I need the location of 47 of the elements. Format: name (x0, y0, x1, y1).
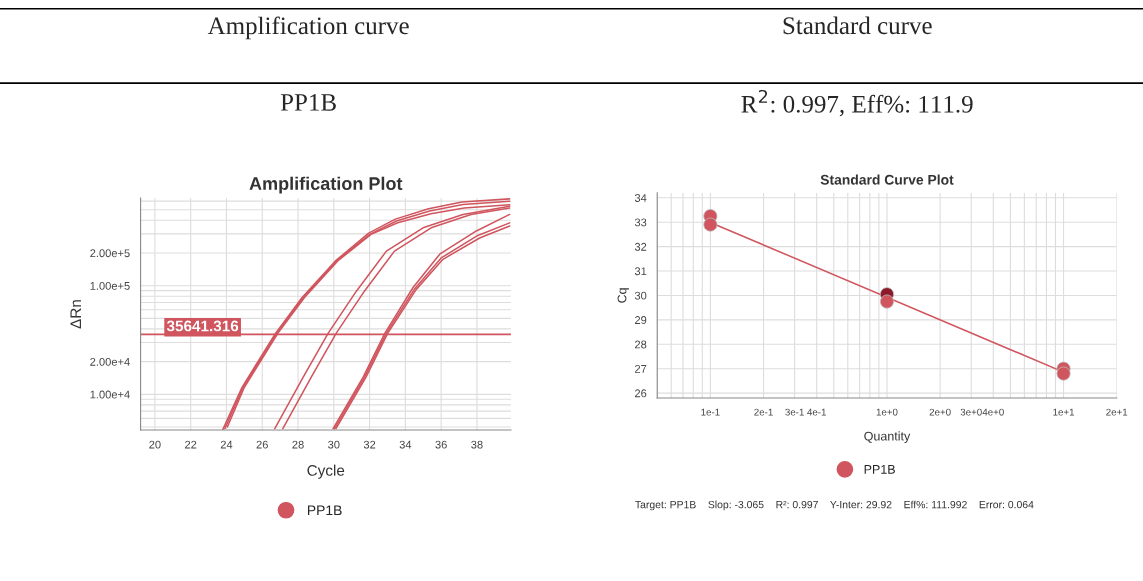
x-tick-label: 20 (149, 440, 161, 449)
y-tick-label: 32 (634, 242, 647, 251)
chart-title: Standard Curve Plot (820, 174, 954, 185)
y-tick-label: 2.00e+4 (90, 357, 130, 366)
x-tick-label: 1e+0 (876, 408, 898, 416)
text: R$^{2}$: 0.997, Eff%: 111.9 (741, 89, 973, 117)
x-tick-label: 26 (256, 440, 268, 449)
x-tick-label: 32 (363, 440, 376, 449)
x-tick-label: 30 (328, 440, 340, 449)
x-tick-label: 2e-1 (754, 408, 773, 416)
y-tick-label: 2.00e+5 (90, 249, 130, 258)
text: Target: PP1B Slop: -3.065 R²: 0.997 Y-Inter: 29.92 Eff%: 111.992 Error: 0.064 (635, 500, 1034, 511)
x-tick-label: 2e+0 (929, 408, 951, 416)
y-tick-label: 33 (634, 218, 647, 227)
y-axis-title: Cq (617, 288, 629, 303)
y-tick-label: 26 (635, 389, 647, 398)
y-tick-label: 27 (635, 364, 647, 373)
y-tick-label: 1.00e+5 (90, 281, 130, 290)
text: PP1B (280, 94, 336, 111)
x-tick-label: 2e+1 (1106, 408, 1128, 416)
ref-line-label: 35641.316 (166, 320, 239, 332)
x-tick-label: 22 (185, 440, 197, 449)
y-tick-label: 31 (634, 267, 647, 276)
x-tick-label: 36 (435, 440, 447, 449)
legend-label: PP1B (864, 465, 895, 474)
x-tick-label: 34 (399, 440, 412, 449)
x-tick-label: 3e+0 (960, 408, 982, 416)
y-tick-label: 34 (634, 194, 647, 202)
x-tick-label: 4e-1 (807, 408, 826, 416)
x-axis-title: Cycle (307, 464, 345, 479)
y-axis-title: ΔRn (70, 300, 81, 329)
legend-label: PP1B (307, 505, 342, 516)
y-tick-label: 30 (634, 291, 647, 300)
y-tick-label: 1.00e+4 (90, 390, 130, 399)
x-tick-label: 3e-1 (785, 408, 804, 416)
x-tick-label: 1e-1 (701, 408, 720, 416)
x-axis-title: Quantity (864, 431, 911, 444)
x-tick-label: 28 (292, 440, 304, 449)
x-tick-label: 38 (471, 440, 483, 449)
x-tick-label: 4e+0 (982, 408, 1004, 416)
y-tick-label: 28 (635, 340, 647, 349)
chart-title: Amplification Plot (249, 176, 403, 194)
x-tick-label: 24 (220, 440, 233, 449)
text: Amplification curve (207, 16, 409, 40)
y-tick-label: 29 (635, 316, 647, 324)
text: Standard curve (783, 16, 932, 35)
x-tick-label: 1e+1 (1053, 408, 1075, 416)
